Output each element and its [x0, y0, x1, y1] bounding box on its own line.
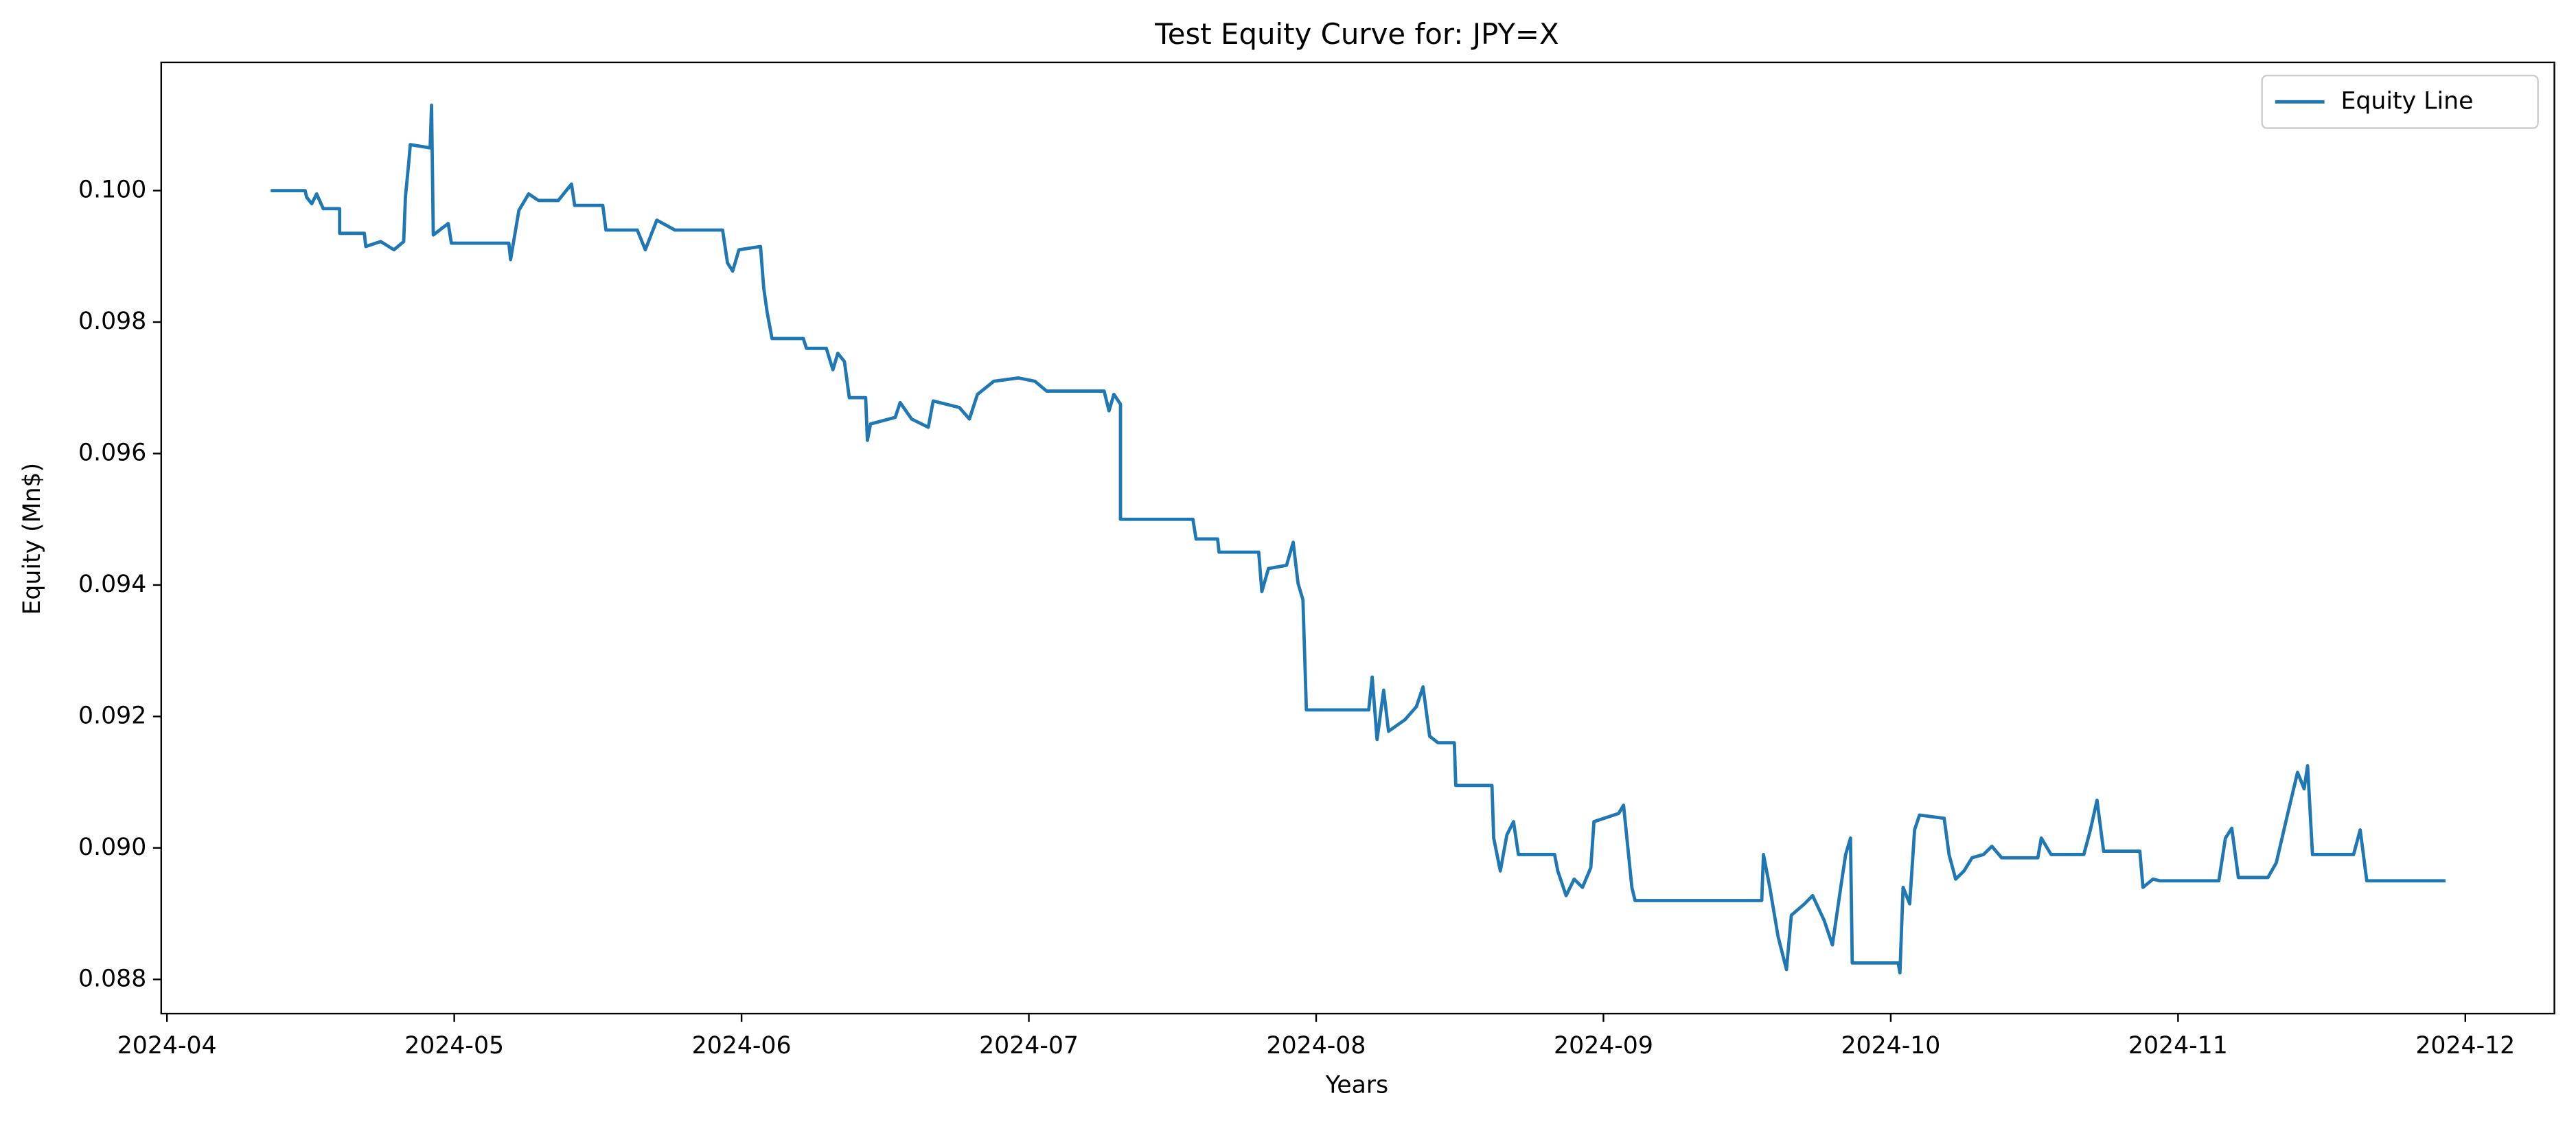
legend: Equity Line — [2261, 74, 2539, 129]
x-axis-label: Years — [1325, 1071, 1388, 1099]
legend-label: Equity Line — [2341, 87, 2474, 115]
x-tick-label: 2024-12 — [2415, 1032, 2515, 1060]
x-tick-label: 2024-06 — [692, 1032, 792, 1060]
x-tick-label: 2024-09 — [1554, 1032, 1653, 1060]
y-tick-label: 0.098 — [78, 308, 146, 335]
x-tick-label: 2024-10 — [1841, 1032, 1940, 1060]
y-tick-label: 0.092 — [78, 702, 146, 729]
x-tick-label: 2024-05 — [404, 1032, 504, 1060]
y-tick-label: 0.096 — [78, 439, 146, 466]
y-tick-label: 0.100 — [78, 176, 146, 204]
y-tick-label: 0.090 — [78, 834, 146, 861]
y-tick-label: 0.094 — [78, 571, 146, 598]
plot-frame — [160, 61, 2555, 1015]
y-tick-label: 0.088 — [78, 965, 146, 992]
legend-box — [2261, 74, 2539, 129]
y-axis-label: Equity (Mn$) — [19, 463, 46, 615]
x-tick-label: 2024-08 — [1267, 1032, 1366, 1060]
x-tick-label: 2024-11 — [2128, 1032, 2228, 1060]
chart-title: Test Equity Curve for: JPY=X — [1154, 17, 1559, 51]
x-tick-label: 2024-07 — [979, 1032, 1079, 1060]
equity-line — [271, 103, 2446, 975]
x-tick-label: 2024-04 — [117, 1032, 217, 1060]
